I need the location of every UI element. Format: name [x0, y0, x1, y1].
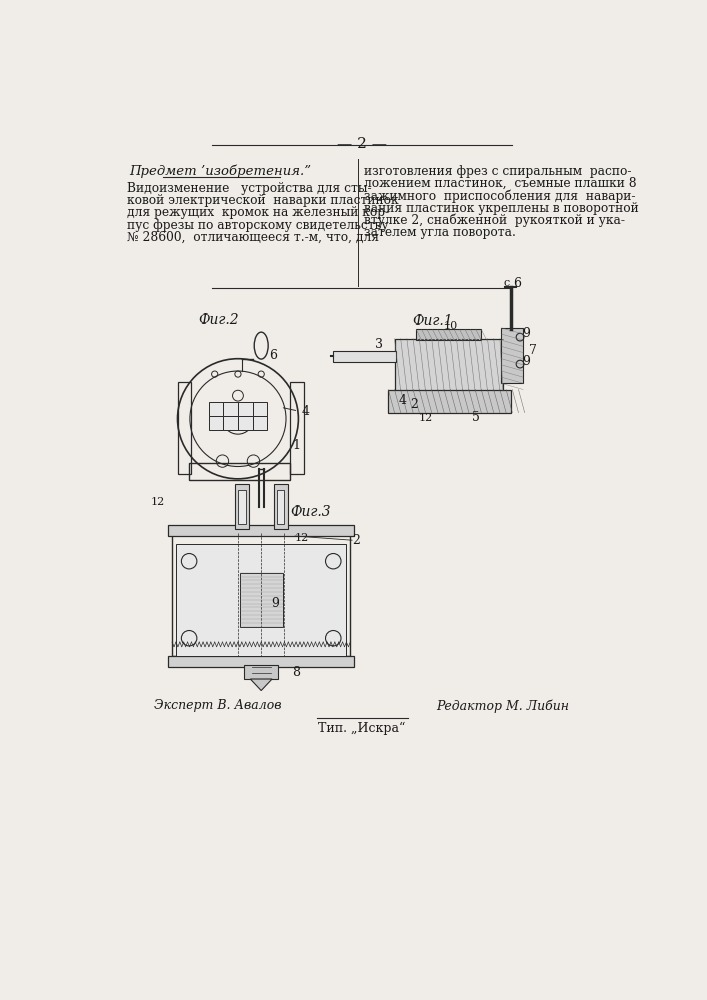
Text: c: c: [504, 278, 510, 288]
Bar: [274, 484, 288, 529]
Bar: [252, 416, 267, 430]
Text: зателем угла поворота.: зателем угла поворота.: [364, 226, 516, 239]
Bar: [276, 490, 284, 524]
Bar: [235, 484, 249, 529]
Bar: [168, 525, 354, 536]
Text: 2: 2: [410, 398, 418, 411]
Text: Фиг.2: Фиг.2: [199, 312, 239, 326]
Text: Эксперт В. Авалов: Эксперт В. Авалов: [154, 699, 282, 712]
Text: 9: 9: [271, 597, 279, 610]
Text: пус фрезы по авторскому свидетельству: пус фрезы по авторскому свидетельству: [127, 219, 389, 232]
Text: 4: 4: [398, 394, 407, 407]
Bar: [176, 544, 346, 656]
Bar: [223, 402, 238, 416]
Bar: [244, 665, 279, 679]
Text: Тип. „Искра“: Тип. „Искра“: [318, 722, 406, 735]
Text: Фиг.1: Фиг.1: [412, 314, 453, 328]
Bar: [290, 382, 304, 474]
Text: Редактор М. Либин: Редактор М. Либин: [436, 699, 569, 713]
Text: зажимного  приспособления для  навари-: зажимного приспособления для навари-: [364, 189, 636, 203]
Bar: [501, 328, 523, 383]
Text: 7: 7: [529, 344, 537, 358]
Text: для режущих  кромок на железный кор-: для режущих кромок на железный кор-: [127, 206, 390, 219]
Text: Предмет ’изобретения.”: Предмет ’изобретения.”: [129, 165, 311, 178]
Text: — 2 —: — 2 —: [337, 137, 387, 151]
Text: ложением пластинок,  съемные плашки 8: ложением пластинок, съемные плашки 8: [364, 177, 637, 190]
Text: 12: 12: [294, 533, 309, 543]
Bar: [189, 463, 290, 480]
Text: 8: 8: [292, 666, 300, 679]
Text: 6: 6: [513, 277, 521, 290]
Text: Фиг.3: Фиг.3: [290, 505, 330, 519]
Text: Видоизменение   устройства для сты-: Видоизменение устройства для сты-: [127, 182, 372, 195]
Text: 1: 1: [292, 439, 300, 452]
Bar: [240, 573, 283, 627]
Bar: [172, 533, 351, 656]
Polygon shape: [250, 679, 272, 691]
Circle shape: [235, 416, 241, 422]
Bar: [168, 656, 354, 667]
Text: 12: 12: [151, 497, 165, 507]
Bar: [238, 490, 246, 524]
Text: изготовления фрез с спиральным  распо-: изготовления фрез с спиральным распо-: [364, 165, 632, 178]
Bar: [332, 351, 396, 362]
Text: 12: 12: [419, 413, 433, 423]
Text: ковой электрической  наварки пластинок: ковой электрической наварки пластинок: [127, 194, 399, 207]
Bar: [395, 339, 503, 391]
Text: 5: 5: [472, 411, 480, 424]
Text: 10: 10: [443, 321, 457, 331]
Text: 4: 4: [301, 405, 310, 418]
Bar: [416, 329, 481, 340]
Text: 6: 6: [269, 349, 277, 362]
Bar: [209, 402, 223, 416]
Text: 9: 9: [522, 355, 530, 368]
Bar: [252, 402, 267, 416]
Text: 2: 2: [353, 534, 361, 547]
Bar: [223, 416, 238, 430]
Bar: [177, 382, 192, 474]
Text: 3: 3: [375, 338, 383, 351]
Bar: [388, 389, 510, 413]
Bar: [209, 416, 223, 430]
Bar: [238, 416, 252, 430]
Text: № 28600,  отличающееся т.-м, что, для: № 28600, отличающееся т.-м, что, для: [127, 231, 379, 244]
Text: 9: 9: [522, 327, 530, 340]
Text: вания пластинок укреплены в поворотной: вания пластинок укреплены в поворотной: [364, 202, 639, 215]
Text: втулке 2, снабженной  рукояткой и ука-: втулке 2, снабженной рукояткой и ука-: [364, 214, 625, 227]
Bar: [238, 402, 252, 416]
